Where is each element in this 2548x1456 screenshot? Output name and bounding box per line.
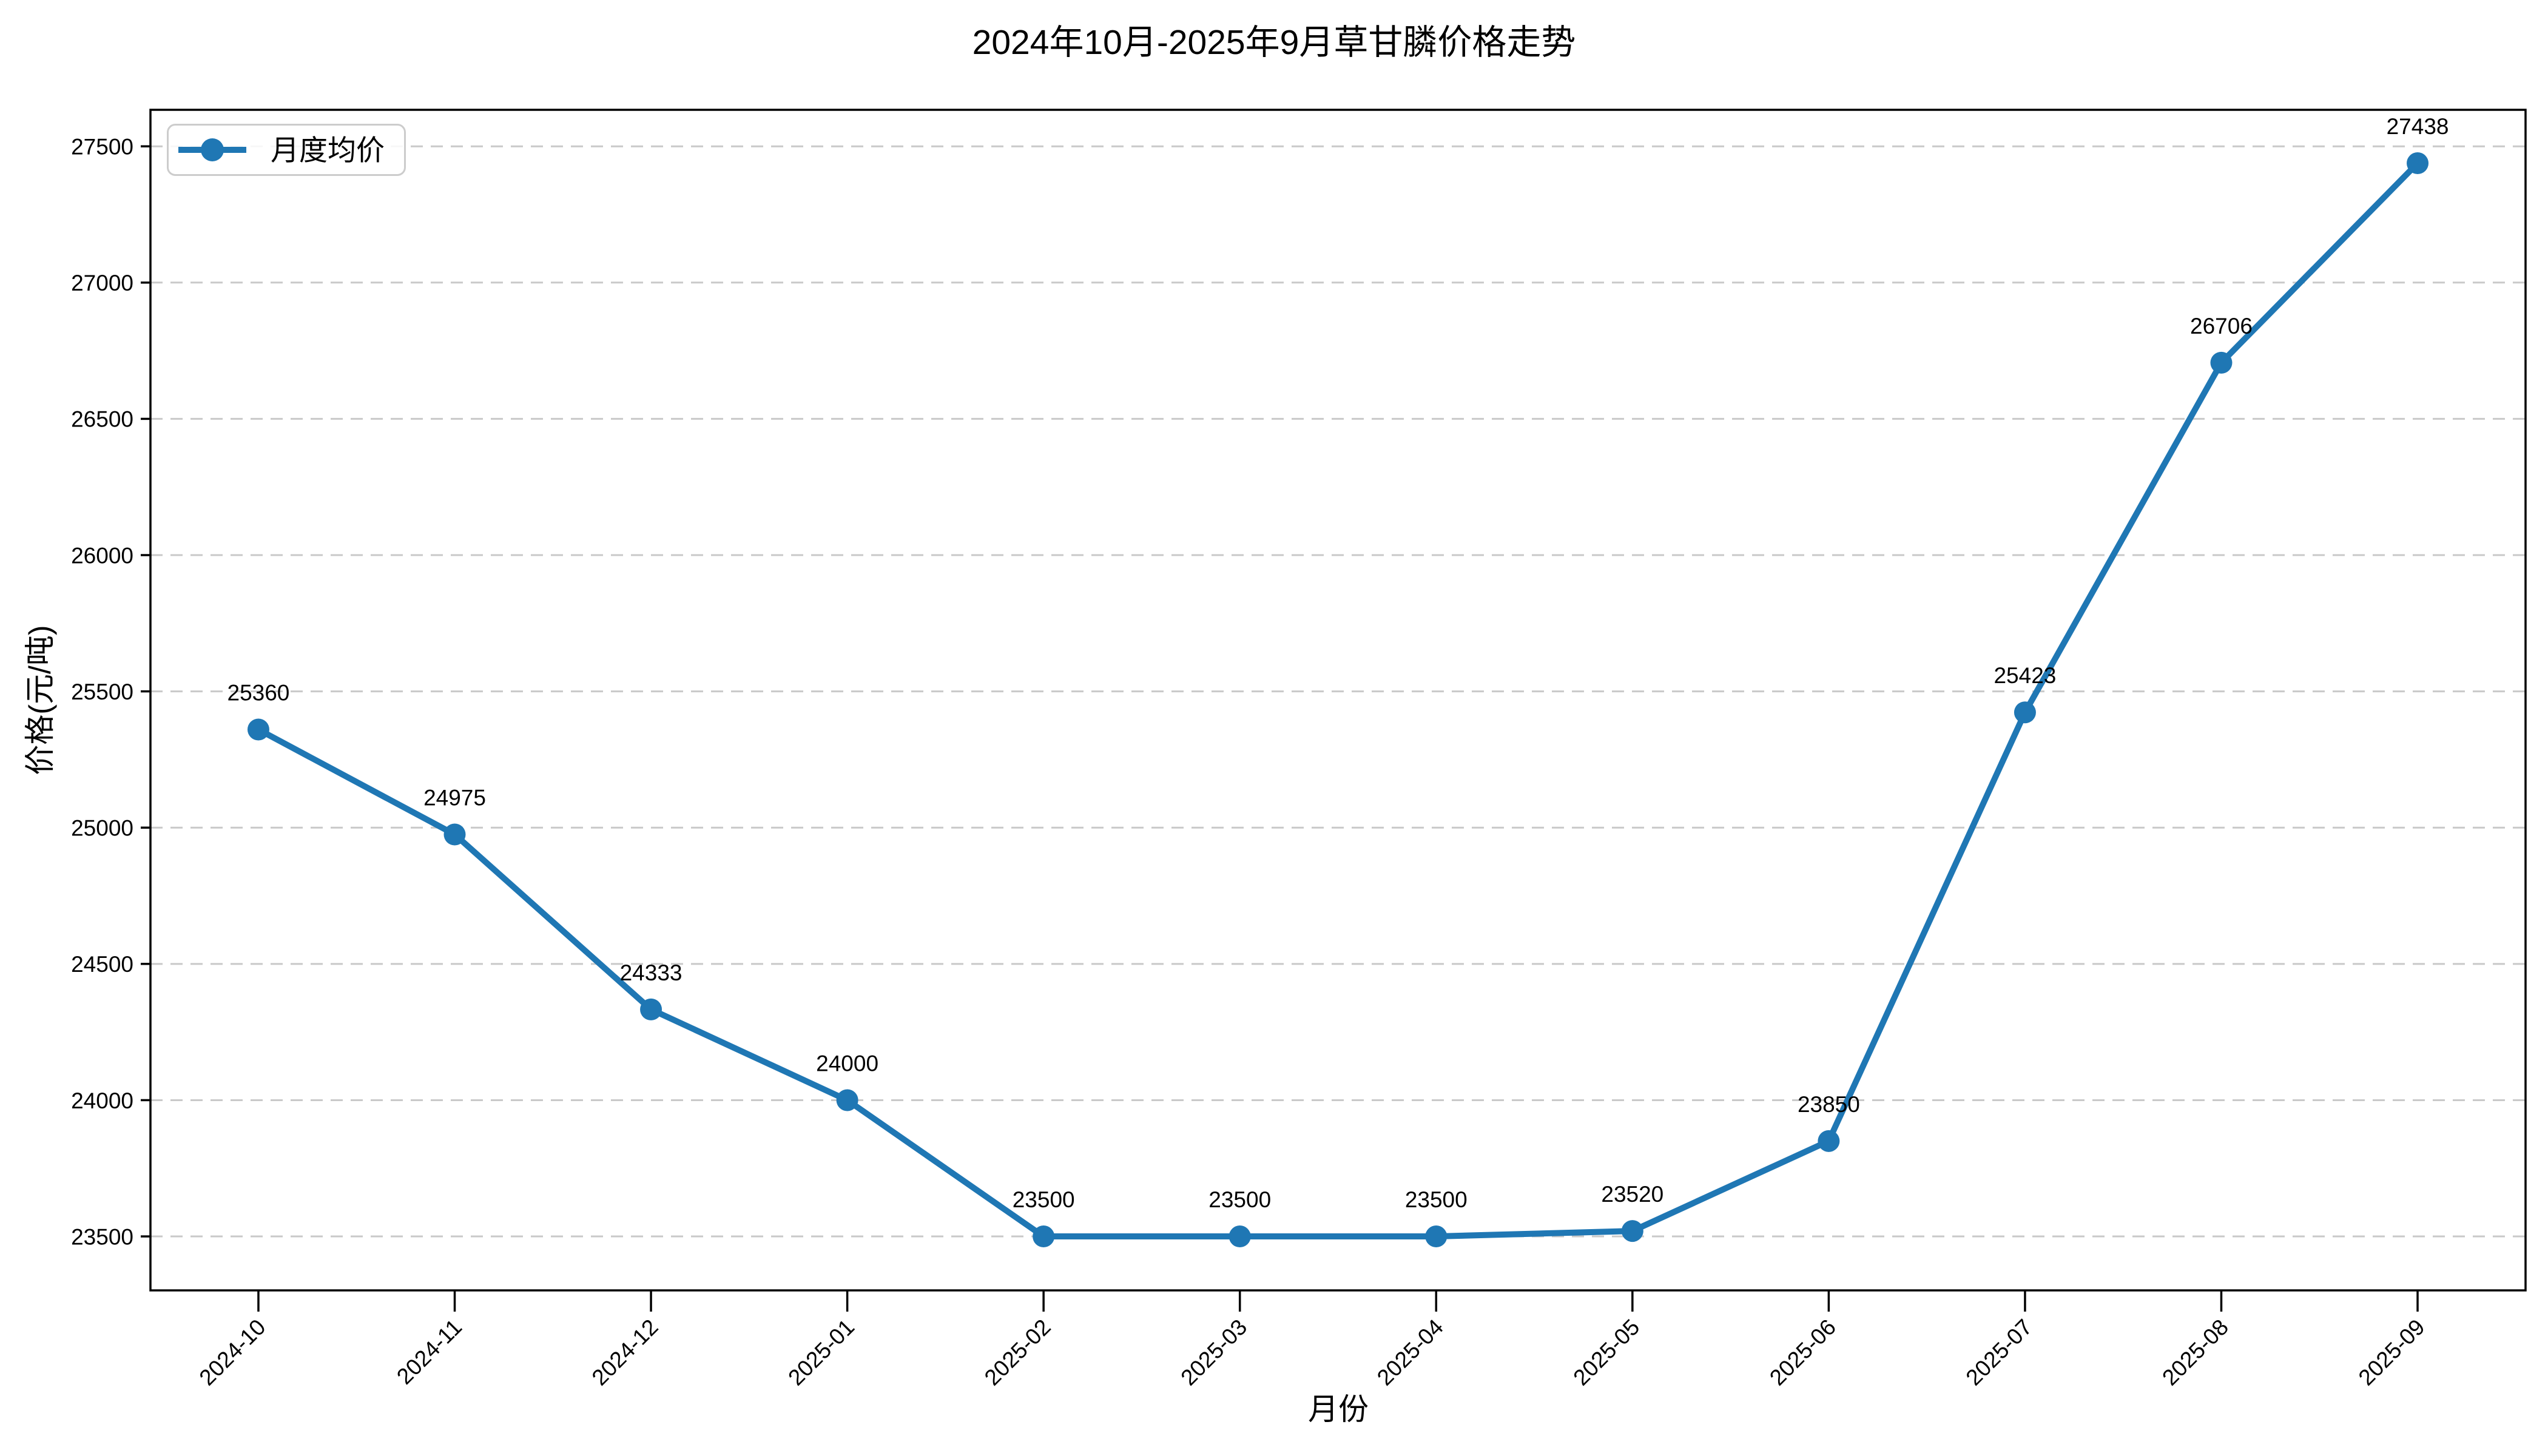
data-point [443,823,466,846]
y-tick-label: 24000 [71,1088,133,1113]
plot-border [149,109,2527,1292]
legend-label: 月度均价 [271,133,385,166]
data-point [2407,152,2429,175]
data-point [1228,1225,1251,1248]
data-point-label: 23500 [1013,1187,1075,1212]
data-point [836,1089,858,1111]
data-point-label: 24333 [620,960,682,985]
y-tick-label: 23500 [71,1224,133,1249]
y-tick-label: 26500 [71,407,133,432]
y-tick-label: 27500 [71,135,133,160]
y-tick-label: 25500 [71,679,133,704]
y-tick-label: 27000 [71,271,133,295]
x-tick-label: 2025-04 [1372,1315,1448,1390]
x-tick-label: 2025-08 [2157,1315,2233,1390]
data-point-label: 25360 [228,681,290,706]
data-point-label: 23500 [1405,1187,1468,1212]
x-tick-label: 2025-07 [1961,1315,2037,1390]
chart-title: 2024年10月-2025年9月草甘膦价格走势 [972,23,1576,62]
x-tick-label: 2025-06 [1765,1315,1841,1390]
data-point [2014,701,2036,724]
x-tick-label: 2025-09 [2354,1315,2430,1390]
data-point-label: 23850 [1798,1092,1860,1117]
data-point-label: 24975 [423,785,486,810]
price-line-series [255,160,2421,1240]
x-tick-label: 2025-03 [1176,1315,1252,1390]
data-point-label: 25423 [1994,663,2056,688]
x-tick-label: 2024-11 [392,1315,467,1389]
data-point [1818,1130,1840,1152]
data-point-label: 27438 [2387,114,2449,139]
legend: 月度均价 [167,124,406,176]
y-axis-label: 价格(元/吨) [23,625,57,775]
y-tick-label: 26000 [71,543,133,568]
data-point [247,718,269,741]
y-tick-label: 25000 [71,816,133,841]
data-point [1033,1225,1055,1248]
legend-line-marker-icon [178,138,246,161]
data-point [1425,1225,1448,1248]
data-point-label: 26706 [2190,314,2253,339]
data-point [1621,1220,1643,1242]
x-tick-label: 2025-01 [783,1315,859,1390]
y-tick-label: 24500 [71,952,133,977]
data-point-label: 23500 [1208,1187,1271,1212]
data-point [640,998,662,1020]
legend-point [201,138,224,161]
x-tick-label: 2024-12 [587,1315,663,1390]
x-tick-label: 2024-10 [195,1315,271,1390]
data-point-label: 23520 [1601,1182,1663,1207]
data-point-label: 24000 [816,1051,878,1076]
data-point [2210,351,2233,374]
x-tick-label: 2025-02 [980,1315,1056,1390]
x-axis-label: 月份 [1308,1392,1369,1426]
x-tick-label: 2025-05 [1568,1315,1644,1390]
